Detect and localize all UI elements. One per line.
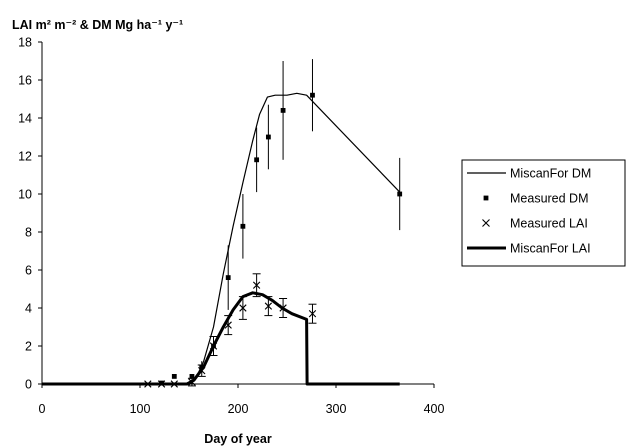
x-tick-label: 300: [326, 402, 347, 416]
y-tick-label: 0: [25, 378, 32, 392]
lai-model-line: [42, 291, 400, 386]
legend: MiscanFor DM Measured DM Measured LAI Misca…: [461, 159, 626, 267]
legend-label-0: MiscanFor DM: [510, 167, 591, 181]
y-tick-label: 16: [18, 74, 32, 88]
series-2: [144, 273, 317, 388]
ticks: 0 2 4 6 8 10 12 14 16 18 0 100 200 300 400: [18, 36, 444, 417]
lai-point: [264, 302, 273, 310]
x-axis-title: Day of year: [204, 432, 272, 446]
dm-point: [189, 374, 195, 379]
y-tick-label: 10: [18, 188, 32, 202]
series-3: [42, 291, 400, 386]
y-tick-label: 18: [18, 36, 32, 50]
dm-point: [397, 191, 403, 197]
legend-label-1: Measured DM: [510, 192, 589, 206]
legend-swatch-2: [482, 219, 490, 227]
lai-point: [308, 310, 317, 318]
dm-point: [310, 92, 315, 98]
x-tick-label: 200: [228, 402, 249, 416]
y-axis-title: LAI m² m⁻² & DM Mg ha⁻¹ y⁻¹: [12, 18, 183, 32]
dm-point: [280, 108, 286, 113]
legend-label-3: MiscanFor LAI: [510, 242, 591, 256]
y-tick-label: 8: [25, 226, 32, 240]
lai-point: [239, 304, 247, 312]
lai-point: [252, 281, 261, 289]
legend-label-2: Measured LAI: [510, 217, 588, 231]
x-tick-label: 400: [424, 402, 445, 416]
series-0: [42, 92, 401, 385]
dm-point: [254, 157, 260, 163]
dm-model-line: [42, 92, 401, 385]
y-tick-label: 2: [25, 340, 32, 354]
axes: [41, 42, 434, 385]
y-tick-label: 14: [18, 112, 32, 126]
y-tick-label: 12: [18, 150, 32, 164]
dm-point: [240, 223, 246, 229]
dm-point: [225, 275, 231, 280]
y-tick-label: 4: [25, 302, 32, 316]
series-1: [159, 59, 403, 386]
legend-swatch-1: [483, 195, 489, 201]
series: [42, 59, 403, 388]
x-tick-label: 0: [39, 402, 46, 416]
x-tick-label: 100: [130, 402, 151, 416]
dm-point: [171, 374, 177, 379]
y-tick-label: 6: [25, 264, 32, 278]
dm-point: [265, 134, 271, 140]
